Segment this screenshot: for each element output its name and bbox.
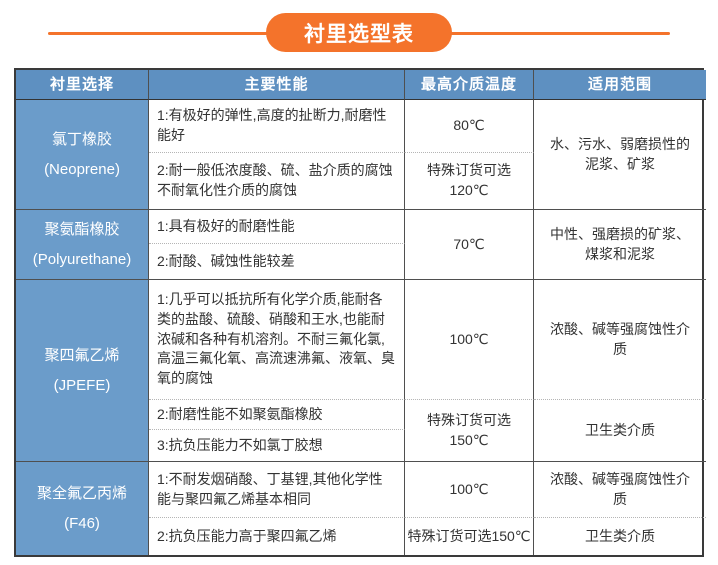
perf-cell: 1:不耐发烟硝酸、丁基锂,其他化学性 能与聚四氟乙烯基本相同: [149, 462, 405, 518]
perf-cell: 1:几乎可以抵抗所有化学介质,能耐各类的盐酸、硫酸、硝酸和王水,也能耐浓碱和各种…: [149, 280, 405, 400]
lining-cell-fep: 聚全氟乙丙烯 (F46): [16, 462, 149, 555]
lining-name-en: (F46): [64, 515, 100, 532]
lining-name-en: (Polyurethane): [32, 251, 132, 268]
temp-cell: 特殊订货可选 150℃: [405, 400, 534, 462]
temp-cell: 80℃: [405, 100, 534, 153]
header-lining-choice: 衬里选择: [16, 70, 149, 100]
lining-selection-table: 衬里选择 主要性能 最高介质温度 适用范围 氯丁橡胶 (Neoprene) 1:…: [14, 68, 706, 557]
lining-name-cn: 聚四氟乙烯: [44, 346, 120, 364]
range-cell: 水、污水、弱磨损性的泥浆、矿浆: [534, 100, 706, 210]
temp-cell: 特殊订货可选 120℃: [405, 153, 534, 210]
temp-cell: 特殊订货可选150℃: [405, 518, 534, 555]
header-main-performance: 主要性能: [149, 70, 405, 100]
perf-cell: 2:耐一般低浓度酸、硫、盐介质的腐蚀 不耐氧化性介质的腐蚀: [149, 153, 405, 210]
page-title: 衬里选型表: [266, 13, 452, 52]
perf-cell: 1:有极好的弹性,高度的扯断力,耐磨性能好: [149, 100, 405, 153]
perf-cell: 3:抗负压能力不如氯丁胶想: [149, 430, 405, 462]
header-application-range: 适用范围: [534, 70, 706, 100]
lining-cell-polyurethane: 聚氨酯橡胶 (Polyurethane): [16, 210, 149, 280]
perf-cell: 2:抗负压能力高于聚四氟乙烯: [149, 518, 405, 555]
temp-cell: 70℃: [405, 210, 534, 280]
lining-name-en: (Neoprene): [44, 161, 120, 178]
perf-cell: 1:具有极好的耐磨性能: [149, 210, 405, 244]
lining-name-cn: 聚全氟乙丙烯: [36, 484, 127, 502]
header-max-temperature: 最高介质温度: [405, 70, 534, 100]
perf-cell: 2:耐磨性能不如聚氨酯橡胶: [149, 400, 405, 430]
range-cell: 浓酸、碱等强腐蚀性介质: [534, 462, 706, 518]
range-cell: 卫生类介质: [585, 527, 655, 544]
lining-name-cn: 氯丁橡胶: [51, 130, 112, 148]
temp-cell: 100℃: [405, 280, 534, 400]
lining-cell-neoprene: 氯丁橡胶 (Neoprene): [16, 100, 149, 210]
perf-cell: 2:耐酸、碱蚀性能较差: [149, 244, 405, 280]
temp-cell: 100℃: [405, 462, 534, 518]
range-cell: 浓酸、碱等强腐蚀性介质: [534, 280, 706, 400]
lining-name-en: (JPEFE): [53, 377, 111, 394]
page-header: 衬里选型表: [0, 0, 718, 68]
lining-cell-ptfe: 聚四氟乙烯 (JPEFE): [16, 280, 149, 462]
range-cell: 中性、强磨损的矿浆、煤浆和泥浆: [534, 210, 706, 280]
lining-name-cn: 聚氨酯橡胶: [44, 220, 120, 238]
range-cell: 卫生类介质: [534, 400, 706, 462]
